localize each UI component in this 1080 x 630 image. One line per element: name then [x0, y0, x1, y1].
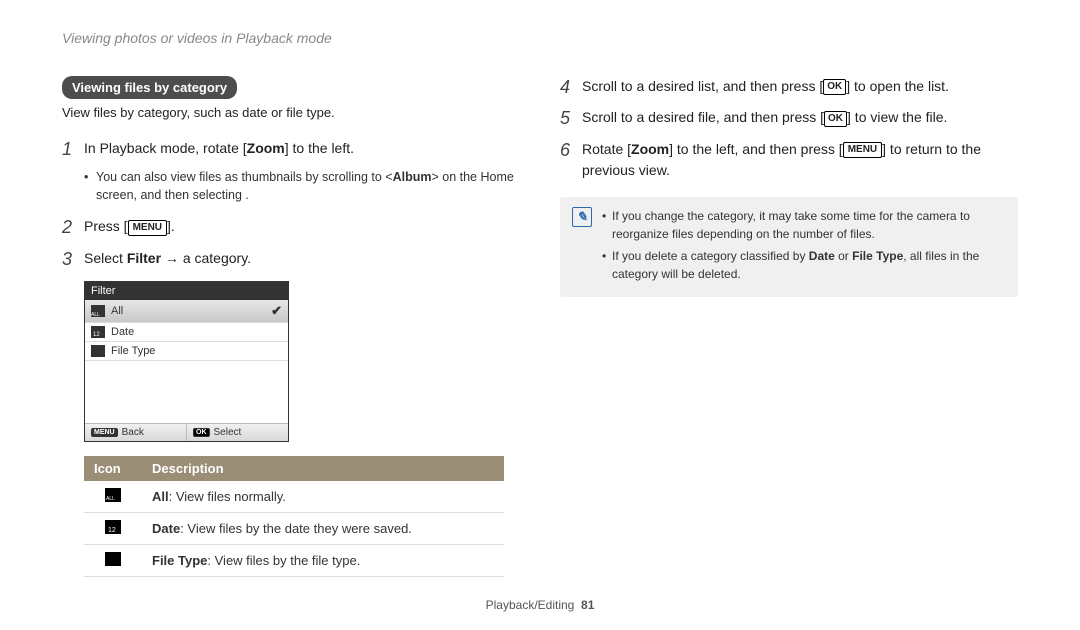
- label: Date: [152, 521, 180, 536]
- section-desc: View files by category, such as date or …: [62, 105, 520, 120]
- text: ] to view the file.: [847, 109, 947, 125]
- row-label: All: [111, 305, 123, 317]
- step-num: 6: [560, 139, 582, 162]
- text: In Playback mode, rotate [: [84, 140, 247, 156]
- text: ] to open the list.: [846, 78, 949, 94]
- ok-mini-icon: OK: [193, 428, 210, 437]
- page-footer: Playback/Editing 81: [0, 598, 1080, 612]
- col-icon: Icon: [84, 456, 142, 481]
- step-text: In Playback mode, rotate [Zoom] to the l…: [84, 138, 354, 159]
- date-icon: [91, 326, 105, 338]
- camera-row-all: All: [85, 300, 288, 323]
- step-4: 4 Scroll to a desired list, and then pre…: [560, 76, 1018, 99]
- text: Date: [809, 249, 835, 263]
- filter-text: Filter: [127, 250, 161, 266]
- desc: : View files by the file type.: [207, 553, 360, 568]
- step-5: 5 Scroll to a desired file, and then pre…: [560, 107, 1018, 130]
- step-text: Select Filter → a category.: [84, 248, 251, 269]
- date-icon: [105, 520, 121, 534]
- col-description: Description: [142, 456, 504, 481]
- footer-label: Playback/Editing: [486, 598, 575, 612]
- step-1-sub: You can also view files as thumbnails by…: [84, 169, 520, 204]
- table-row: File Type: View files by the file type.: [84, 545, 504, 577]
- text: Select: [84, 250, 127, 266]
- text: ] to the left.: [285, 140, 354, 156]
- filetype-icon: [91, 345, 105, 357]
- row-label: Date: [111, 326, 134, 338]
- camera-row-date: Date: [85, 323, 288, 342]
- text: ].: [167, 218, 175, 234]
- label: All: [152, 489, 169, 504]
- step-num: 4: [560, 76, 582, 99]
- icon-description-table: Icon Description All: View files normall…: [84, 456, 504, 577]
- menu-button-icon: MENU: [843, 142, 882, 158]
- ok-button-icon: OK: [823, 79, 846, 95]
- desc: : View files by the date they were saved…: [180, 521, 412, 536]
- step-text: Rotate [Zoom] to the left, and then pres…: [582, 139, 1018, 181]
- row-label: File Type: [111, 345, 155, 357]
- section-title: Viewing files by category: [62, 76, 237, 99]
- text: Scroll to a desired list, and then press…: [582, 78, 823, 94]
- step-num: 1: [62, 138, 84, 161]
- text: File Type: [852, 249, 903, 263]
- note-list: If you change the category, it may take …: [602, 207, 1006, 287]
- select-label: Select: [214, 427, 242, 438]
- camera-footer-select: OK Select: [186, 424, 288, 441]
- table-row: Date: View files by the date they were s…: [84, 513, 504, 545]
- note-box: ✎ If you change the category, it may tak…: [560, 197, 1018, 297]
- all-icon: [105, 488, 121, 502]
- table-row: All: View files normally.: [84, 481, 504, 513]
- text: If you delete a category classified by: [612, 249, 809, 263]
- note-item: If you change the category, it may take …: [602, 207, 1006, 243]
- text: Rotate [: [582, 141, 631, 157]
- back-label: Back: [122, 427, 144, 438]
- step-text: Scroll to a desired list, and then press…: [582, 76, 949, 97]
- ok-button-icon: OK: [824, 111, 847, 127]
- text: or: [835, 249, 852, 263]
- step-6: 6 Rotate [Zoom] to the left, and then pr…: [560, 139, 1018, 181]
- desc: : View files normally.: [169, 489, 286, 504]
- zoom-text: Zoom: [631, 141, 669, 157]
- step-num: 3: [62, 248, 84, 271]
- step-3: 3 Select Filter → a category.: [62, 248, 520, 271]
- step-1: 1 In Playback mode, rotate [Zoom] to the…: [62, 138, 520, 161]
- page-header: Viewing photos or videos in Playback mod…: [62, 30, 1018, 46]
- step-text: Scroll to a desired file, and then press…: [582, 107, 947, 128]
- camera-footer: MENU Back OK Select: [85, 423, 288, 441]
- label: File Type: [152, 553, 207, 568]
- camera-title: Filter: [85, 282, 288, 300]
- note-icon: ✎: [572, 207, 592, 227]
- menu-mini-icon: MENU: [91, 428, 118, 437]
- step-num: 5: [560, 107, 582, 130]
- page-number: 81: [581, 598, 594, 612]
- camera-screen: Filter All Date File Type MENU Back: [84, 281, 289, 442]
- left-column: Viewing files by category View files by …: [62, 76, 520, 577]
- right-column: 4 Scroll to a desired list, and then pre…: [560, 76, 1018, 577]
- step-2: 2 Press [MENU].: [62, 216, 520, 239]
- zoom-text: Zoom: [247, 140, 285, 156]
- text: ] to the left, and then press [: [669, 141, 843, 157]
- album-text: Album: [393, 170, 432, 184]
- all-icon: [91, 305, 105, 317]
- text: → a category.: [161, 250, 251, 266]
- text: Scroll to a desired file, and then press…: [582, 109, 824, 125]
- filetype-icon: [105, 552, 121, 566]
- camera-row-filetype: File Type: [85, 342, 288, 361]
- camera-footer-back: MENU Back: [85, 424, 186, 441]
- step-num: 2: [62, 216, 84, 239]
- step-text: Press [MENU].: [84, 216, 175, 237]
- menu-button-icon: MENU: [128, 220, 167, 236]
- camera-empty: [85, 361, 288, 423]
- text: Press [: [84, 218, 128, 234]
- text: You can also view files as thumbnails by…: [96, 170, 393, 184]
- note-item: If you delete a category classified by D…: [602, 247, 1006, 283]
